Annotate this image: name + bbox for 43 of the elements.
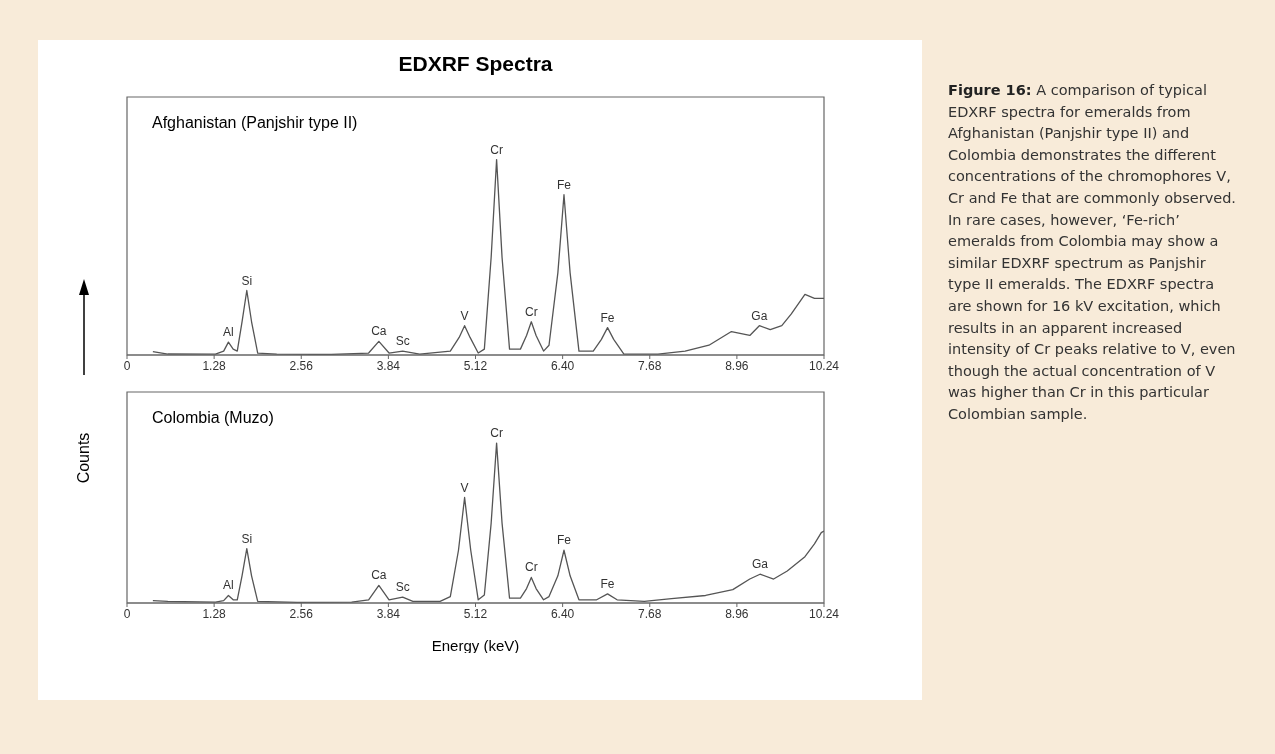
y-axis-title: Counts [75,432,93,484]
x-tick-label: 8.96 [725,606,749,621]
x-tick-label: 7.68 [638,606,662,621]
annotation: V [460,308,469,323]
x-tick-label: 5.12 [463,358,488,373]
text: Afghanistan (Panjshir type II) [152,114,358,132]
annotation: Si [241,273,253,288]
annotation: Fe [556,533,572,548]
annotation: Fe [556,177,572,192]
annotation: Cr [524,560,538,575]
annotation: Si [241,531,253,546]
x-tick-label: 1.28 [202,358,227,373]
x-tick-label: 10.24 [808,358,840,373]
x-tick-label: 1.28 [202,606,227,621]
annotation: Ca [371,324,387,339]
annotation: Cr [490,426,503,441]
x-tick-label: 0 [123,358,131,373]
annotation: V [460,480,469,495]
x-tick-label: 8.96 [725,358,749,373]
annotation: Ga [752,557,769,572]
chart-title: EDXRF Spectra [397,52,554,76]
x-tick-label: 10.24 [808,606,840,621]
x-tick-label: 3.84 [376,358,401,373]
annotation: Ca [371,568,387,583]
annotation: Ga [751,308,768,323]
annotation: Cr [524,304,538,319]
x-tick-label: 2.56 [289,358,314,373]
text: Figure 16: A comparison of typical EDXRF spectra for emeralds from Afghanistan (Panjshir type II) and Colombia demonstrates the different concentrations of the chromophores V, Cr and Fe that are commonly observed. In rare cases, however, ‘Fe-rich’ emeralds from Colombia may show a similar EDXRF spectrum as Panjshir type II emeralds. The EDXRF spectra are shown for 16 kV excitation, which results in an apparent increased intensity of Cr peaks relative to V, even though the actual concentration of V was higher than Cr in this particular Colombian sample. [948,82,1236,422]
x-tick-label: 6.40 [550,606,575,621]
x-tick-label: 5.12 [463,606,488,621]
x-tick-label: 3.84 [376,606,401,621]
annotation: Fe [600,576,615,591]
x-tick-label: 0 [123,606,131,621]
x-tick-label: 2.56 [289,606,314,621]
annotation: Sc [395,580,410,595]
text: Colombia (Muzo) [152,409,274,427]
annotation: Cr [490,142,503,157]
x-tick-label: 7.68 [638,358,662,373]
annotation: Fe [600,310,615,325]
x-tick-label: 6.40 [550,358,575,373]
annotation: Al [223,325,234,340]
annotation: Al [223,578,234,593]
annotation: Sc [395,334,410,349]
